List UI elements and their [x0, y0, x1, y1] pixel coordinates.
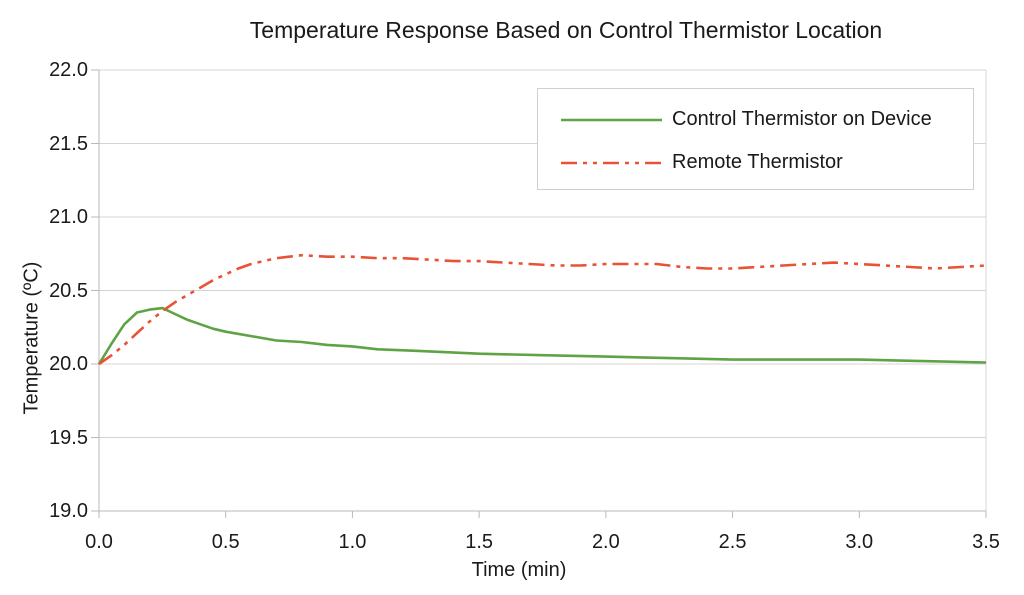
x-tick-label-3.5: 3.5 [972, 531, 1000, 553]
y-tick-label-21.0: 21.0 [49, 206, 88, 228]
x-tick-label-0.5: 0.5 [211, 531, 240, 553]
legend-swatch-remote-thermistor-line [561, 161, 662, 164]
x-tick-label-1.5: 1.5 [465, 531, 494, 553]
x-tick-label-2.5: 2.5 [718, 531, 747, 553]
legend-item-remote-thermistor: Remote Thermistor [538, 141, 973, 184]
y-tick-label-20.5: 20.5 [49, 279, 88, 302]
y-axis-title: Temperature (ºC) [20, 261, 43, 415]
x-tick-label-3.0: 3.0 [845, 531, 874, 553]
y-tick-label-19.0: 19.0 [49, 500, 88, 522]
y-tick-label-22.0: 22.0 [49, 59, 88, 81]
legend-label-remote-thermistor: Remote Thermistor [672, 151, 843, 173]
y-tick-label-19.5: 19.5 [49, 426, 88, 449]
legend-swatch-control-thermistor-line [561, 118, 662, 121]
x-tick-label-2.0: 2.0 [591, 531, 620, 553]
x-axis-title: Time (min) [471, 559, 567, 581]
x-tick-label-1.0: 1.0 [338, 531, 367, 553]
legend-label-control-thermistor: Control Thermistor on Device [672, 108, 932, 130]
y-tick-label-20.0: 20.0 [49, 353, 88, 375]
legend: Control Thermistor on Device Remote Ther… [537, 88, 974, 190]
y-tick-label-21.5: 21.5 [49, 132, 88, 155]
series-line-control-thermistor [97, 306, 987, 365]
legend-item-control-thermistor: Control Thermistor on Device [538, 98, 973, 141]
series-line-remote-thermistor [98, 253, 987, 366]
chart-title: Temperature Response Based on Control Th… [249, 17, 883, 43]
x-tick-label-0.0: 0.0 [85, 531, 113, 553]
